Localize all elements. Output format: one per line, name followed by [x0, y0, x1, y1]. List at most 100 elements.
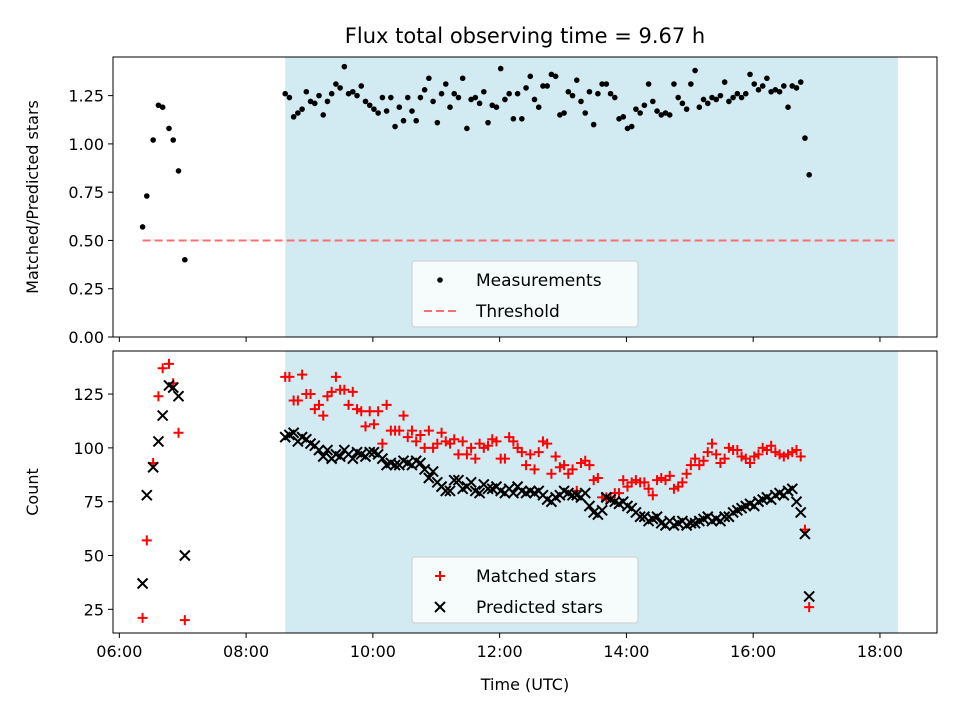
measurement-point — [404, 94, 411, 101]
measurement-point — [324, 98, 331, 105]
matched-point — [804, 602, 815, 613]
y-tick-label: 0.75 — [68, 183, 104, 202]
y-tick-label: 100 — [73, 439, 104, 458]
predicted-point — [444, 485, 456, 497]
predicted-point — [651, 511, 663, 523]
measurement-point — [459, 75, 466, 82]
matched-point — [491, 436, 502, 447]
matched-point — [284, 371, 295, 382]
measurement-point — [557, 112, 563, 118]
measurement-point — [802, 135, 808, 141]
matched-point — [326, 386, 337, 397]
matched-point — [318, 410, 329, 421]
matched-point — [292, 395, 303, 406]
measurement-point — [704, 100, 711, 107]
measurement-point — [354, 92, 360, 99]
measurement-point — [430, 98, 436, 105]
matched-point — [550, 451, 561, 462]
measurement-point — [350, 88, 356, 95]
matched-point — [664, 470, 675, 481]
y-tick-label: 1.25 — [68, 87, 104, 106]
measurement-point — [595, 90, 601, 97]
measurement-point — [316, 92, 322, 99]
y-ticks: 0.00 0.25 0.50 0.75 1.00 1.25 — [68, 87, 113, 347]
matched-point — [330, 371, 341, 382]
matched-point — [297, 369, 308, 380]
measurement-point — [489, 102, 496, 109]
matched-point — [466, 442, 477, 453]
predicted-point — [313, 444, 325, 456]
predicted-point — [156, 409, 169, 422]
measurement-point — [544, 83, 550, 89]
matched-point — [423, 425, 434, 436]
predicted-point — [795, 506, 807, 519]
measurement-point — [400, 117, 407, 124]
legend-marker-measurements — [437, 277, 443, 283]
y-tick-label: 0.00 — [68, 328, 104, 347]
measurement-point — [333, 81, 339, 87]
matched-point — [542, 438, 553, 449]
y-tick-label: 25 — [84, 600, 104, 619]
measurement-point — [637, 110, 643, 116]
matched-point — [449, 434, 460, 445]
measurement-point — [616, 115, 622, 122]
matched-point — [377, 438, 388, 449]
measurement-point — [535, 104, 542, 111]
measurement-point — [519, 115, 525, 122]
measurement-point — [751, 81, 758, 87]
legend-marker-matched — [435, 571, 445, 581]
matched-point — [584, 460, 595, 471]
measurement-point — [170, 137, 177, 143]
measurement-point — [442, 81, 449, 87]
x-tick-label: 12:00 — [477, 642, 523, 661]
chart-title: Flux total observing time = 9.67 h — [345, 24, 705, 48]
measurement-point — [666, 112, 673, 118]
measurement-point — [730, 94, 736, 101]
matched-point — [647, 490, 658, 501]
matched-point — [516, 447, 527, 458]
matched-point — [618, 475, 629, 486]
predicted-point — [179, 549, 191, 562]
measurement-point — [755, 87, 762, 93]
matched-point — [360, 421, 371, 432]
measurement-point — [675, 94, 681, 101]
matched-point — [141, 535, 152, 546]
measurement-point — [166, 125, 172, 132]
measurement-point — [633, 106, 639, 112]
measurement-point — [328, 90, 335, 97]
matched-point — [533, 447, 544, 458]
matched-point — [559, 460, 570, 471]
matched-point — [499, 453, 510, 464]
legend: Matched stars Predicted stars — [411, 556, 639, 624]
matched-point — [677, 477, 688, 488]
matched-point — [373, 406, 384, 417]
measurement-point — [759, 83, 766, 89]
measurement-point — [290, 114, 297, 120]
measurement-point — [388, 94, 394, 101]
matched-point — [592, 473, 603, 484]
predicted-point — [147, 461, 159, 473]
predicted-point — [507, 487, 520, 499]
matched-point — [356, 406, 367, 417]
measurement-point — [417, 94, 424, 101]
y-axis-label: Matched/Predicted stars — [23, 100, 42, 294]
measurement-point — [497, 65, 504, 72]
measurement-point — [175, 168, 182, 174]
measurement-point — [768, 88, 774, 95]
matched-point — [711, 449, 722, 460]
legend: Measurements Threshold — [411, 260, 639, 328]
y-axis-label: Count — [23, 468, 42, 516]
matched-point — [795, 451, 806, 462]
matched-point — [702, 447, 713, 458]
y-tick-label: 75 — [84, 493, 104, 512]
predicted-point — [473, 487, 486, 499]
matched-point — [521, 460, 532, 471]
measurement-point — [789, 83, 796, 89]
measurement-point — [548, 71, 555, 78]
matched-point — [745, 457, 756, 468]
measurement-point — [485, 119, 491, 126]
legend-marker-predicted — [434, 601, 446, 613]
predicted-point — [141, 489, 153, 501]
x-tick-label: 06:00 — [96, 642, 142, 661]
matched-point — [461, 449, 472, 460]
